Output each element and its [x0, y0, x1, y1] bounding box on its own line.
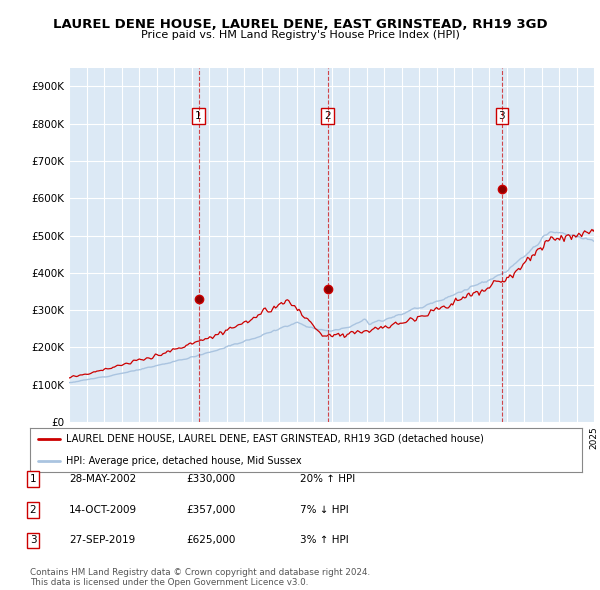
Text: 3: 3: [29, 536, 37, 545]
Text: Price paid vs. HM Land Registry's House Price Index (HPI): Price paid vs. HM Land Registry's House …: [140, 30, 460, 40]
Text: 2: 2: [29, 505, 37, 514]
Text: 28-MAY-2002: 28-MAY-2002: [69, 474, 136, 484]
Text: £357,000: £357,000: [186, 505, 235, 514]
Text: 2: 2: [325, 111, 331, 120]
Text: £330,000: £330,000: [186, 474, 235, 484]
Text: 3: 3: [499, 111, 505, 120]
Text: Contains HM Land Registry data © Crown copyright and database right 2024.
This d: Contains HM Land Registry data © Crown c…: [30, 568, 370, 587]
Text: 14-OCT-2009: 14-OCT-2009: [69, 505, 137, 514]
Text: LAUREL DENE HOUSE, LAUREL DENE, EAST GRINSTEAD, RH19 3GD (detached house): LAUREL DENE HOUSE, LAUREL DENE, EAST GRI…: [66, 434, 484, 444]
Text: 27-SEP-2019: 27-SEP-2019: [69, 536, 135, 545]
Text: 1: 1: [29, 474, 37, 484]
Text: LAUREL DENE HOUSE, LAUREL DENE, EAST GRINSTEAD, RH19 3GD: LAUREL DENE HOUSE, LAUREL DENE, EAST GRI…: [53, 18, 547, 31]
Text: 7% ↓ HPI: 7% ↓ HPI: [300, 505, 349, 514]
Text: £625,000: £625,000: [186, 536, 235, 545]
Text: 20% ↑ HPI: 20% ↑ HPI: [300, 474, 355, 484]
Text: 1: 1: [195, 111, 202, 120]
Text: 3% ↑ HPI: 3% ↑ HPI: [300, 536, 349, 545]
Text: HPI: Average price, detached house, Mid Sussex: HPI: Average price, detached house, Mid …: [66, 456, 302, 466]
